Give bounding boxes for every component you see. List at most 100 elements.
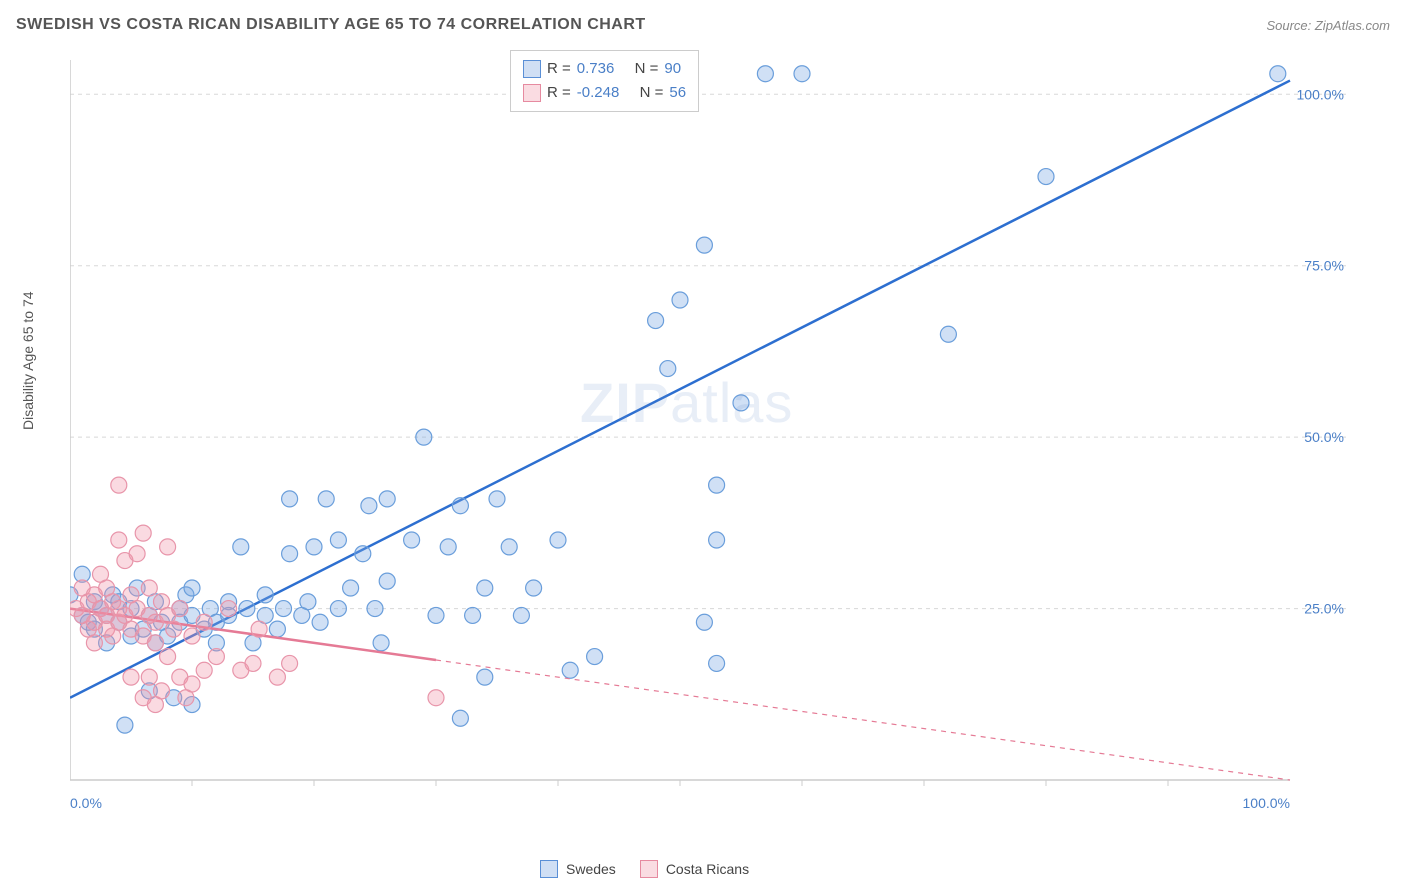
data-point (160, 649, 176, 665)
data-point (587, 649, 603, 665)
y-tick-label: 25.0% (1304, 601, 1344, 617)
data-point (428, 607, 444, 623)
legend-swatch (640, 860, 658, 878)
data-point (282, 546, 298, 562)
data-point (489, 491, 505, 507)
y-tick-label: 75.0% (1304, 258, 1344, 274)
data-point (221, 601, 237, 617)
data-point (86, 635, 102, 651)
data-point (123, 669, 139, 685)
data-point (160, 539, 176, 555)
data-point (269, 669, 285, 685)
data-point (111, 477, 127, 493)
x-tick-label: 0.0% (70, 795, 102, 811)
r-value: -0.248 (577, 81, 620, 105)
data-point (501, 539, 517, 555)
n-label: N = (635, 57, 659, 81)
legend-stats: R =0.736 N =90R =-0.248 N =56 (510, 50, 699, 112)
data-point (154, 683, 170, 699)
r-label: R = (547, 81, 571, 105)
data-point (440, 539, 456, 555)
legend-swatch (523, 60, 541, 78)
data-point (452, 498, 468, 514)
data-point (172, 601, 188, 617)
data-point (257, 587, 273, 603)
data-point (940, 326, 956, 342)
data-point (428, 690, 444, 706)
data-point (660, 361, 676, 377)
n-label: N = (640, 81, 664, 105)
data-point (196, 614, 212, 630)
data-point (184, 676, 200, 692)
scatter-plot: 25.0% 50.0% 75.0% 100.0% 0.0% 100.0% (70, 50, 1350, 820)
data-point (477, 580, 493, 596)
data-point (477, 669, 493, 685)
data-point (696, 237, 712, 253)
data-point (709, 655, 725, 671)
data-point (696, 614, 712, 630)
data-point (129, 546, 145, 562)
data-point (416, 429, 432, 445)
source-label: Source: ZipAtlas.com (1266, 18, 1390, 33)
legend-swatch (523, 84, 541, 102)
data-point (367, 601, 383, 617)
data-point (141, 580, 157, 596)
data-point (373, 635, 389, 651)
chart-area: 25.0% 50.0% 75.0% 100.0% 0.0% 100.0% (70, 50, 1350, 820)
data-point (330, 532, 346, 548)
y-axis-label: Disability Age 65 to 74 (20, 291, 36, 430)
data-point (330, 601, 346, 617)
legend-label: Costa Ricans (666, 861, 749, 877)
data-point (513, 607, 529, 623)
n-value: 56 (669, 81, 686, 105)
data-point (196, 662, 212, 678)
r-value: 0.736 (577, 57, 615, 81)
data-point (147, 635, 163, 651)
legend-label: Swedes (566, 861, 616, 877)
legend-stats-row: R =0.736 N =90 (523, 57, 686, 81)
data-point (672, 292, 688, 308)
data-point (117, 717, 133, 733)
data-point (208, 649, 224, 665)
data-point (184, 580, 200, 596)
data-point (550, 532, 566, 548)
data-point (245, 655, 261, 671)
data-point (135, 525, 151, 541)
data-point (648, 313, 664, 329)
data-point (465, 607, 481, 623)
x-tick-label: 100.0% (1243, 795, 1290, 811)
data-point (318, 491, 334, 507)
data-point (452, 710, 468, 726)
data-point (562, 662, 578, 678)
data-point (343, 580, 359, 596)
y-tick-label: 50.0% (1304, 429, 1344, 445)
data-point (269, 621, 285, 637)
legend-series: Swedes Costa Ricans (540, 860, 749, 878)
data-point (251, 621, 267, 637)
page-title: SWEDISH VS COSTA RICAN DISABILITY AGE 65… (16, 16, 646, 34)
legend-stats-row: R =-0.248 N =56 (523, 81, 686, 105)
data-point (141, 669, 157, 685)
data-point (733, 395, 749, 411)
data-point (709, 477, 725, 493)
legend-item: Costa Ricans (640, 860, 749, 878)
data-point (1038, 169, 1054, 185)
legend-swatch (540, 860, 558, 878)
data-point (282, 491, 298, 507)
data-point (1270, 66, 1286, 82)
data-point (166, 621, 182, 637)
data-point (361, 498, 377, 514)
data-point (239, 601, 255, 617)
data-point (312, 614, 328, 630)
data-point (404, 532, 420, 548)
data-point (794, 66, 810, 82)
data-point (379, 491, 395, 507)
n-value: 90 (664, 57, 681, 81)
legend-item: Swedes (540, 860, 616, 878)
y-tick-label: 100.0% (1297, 86, 1344, 102)
data-point (379, 573, 395, 589)
data-point (276, 601, 292, 617)
data-point (111, 532, 127, 548)
data-point (355, 546, 371, 562)
data-point (306, 539, 322, 555)
